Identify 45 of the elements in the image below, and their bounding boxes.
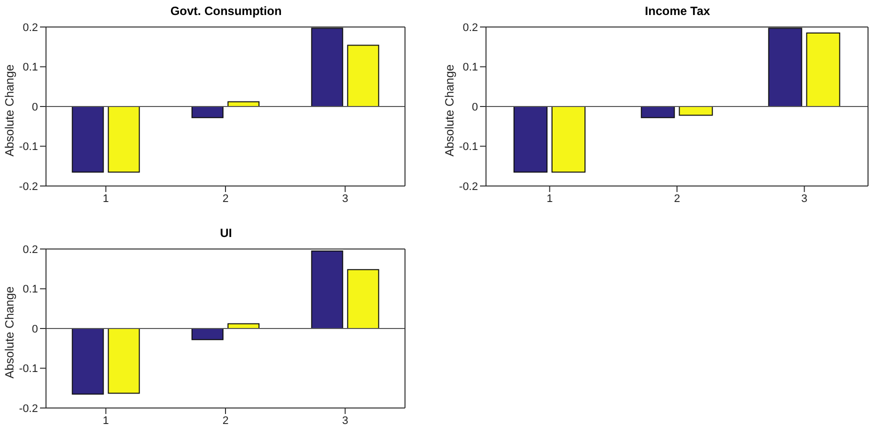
bar: [191, 106, 224, 118]
x-tick-label: 2: [222, 192, 229, 205]
chart-title: UI: [219, 226, 233, 240]
bar: [191, 328, 224, 340]
y-tick-label: -0.1: [19, 141, 38, 154]
bar: [347, 44, 380, 107]
y-tick-label: 0.2: [462, 22, 478, 34]
bar: [72, 106, 104, 173]
x-tick-label: 1: [102, 192, 109, 205]
y-axis-title: Absolute Change: [442, 64, 456, 156]
y-tick-label: -0.2: [459, 180, 478, 193]
bar: [311, 250, 344, 329]
x-tick-label: 1: [102, 414, 109, 427]
bar: [806, 32, 840, 107]
y-tick-label: -0.2: [19, 402, 38, 415]
chart-title: Govt. Consumption: [169, 4, 283, 18]
y-axis-title: Absolute Change: [2, 286, 16, 378]
y-tick-label: 0: [32, 101, 38, 114]
bar: [108, 106, 140, 173]
x-tick-label: 2: [222, 414, 229, 427]
bar: [514, 106, 548, 173]
y-tick-label: -0.1: [459, 141, 478, 154]
chart-title: Income Tax: [644, 4, 712, 18]
bar: [108, 328, 140, 394]
y-tick-label: 0.2: [22, 244, 38, 256]
bar: [347, 269, 380, 329]
x-tick-label: 3: [801, 192, 808, 205]
y-tick-label: 0: [32, 323, 38, 336]
x-tick-label: 1: [546, 192, 553, 205]
y-tick-label: 0: [472, 101, 478, 114]
bar: [768, 28, 802, 107]
y-tick-label: 0.1: [462, 62, 478, 74]
y-tick-label: -0.2: [19, 180, 38, 193]
x-tick-label: 3: [342, 192, 348, 205]
y-axis-title: Absolute Change: [2, 64, 16, 156]
y-tick-label: -0.1: [19, 363, 38, 376]
bar: [552, 106, 586, 173]
bar: [311, 28, 344, 107]
y-tick-label: 0.1: [22, 284, 38, 296]
bar: [72, 328, 104, 395]
x-tick-label: 2: [674, 192, 680, 205]
y-tick-label: 0.2: [22, 22, 38, 34]
bar: [640, 106, 675, 118]
x-tick-label: 3: [342, 414, 348, 427]
y-tick-label: 0.1: [22, 62, 38, 74]
